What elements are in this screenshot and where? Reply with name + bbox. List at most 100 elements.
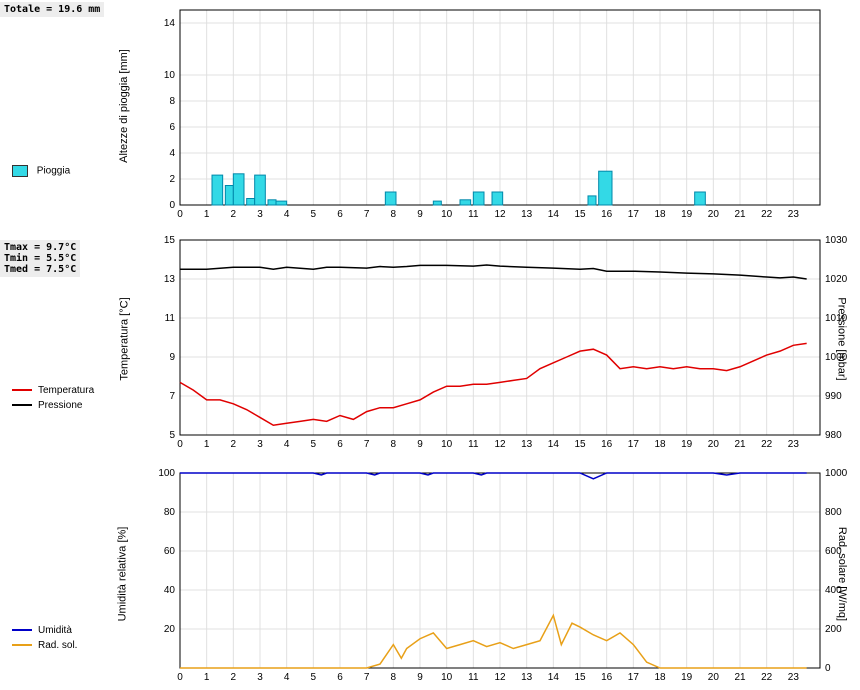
rain-chart: Altezze di pioggia [mm] 0246810140123456… bbox=[155, 5, 835, 223]
svg-text:0: 0 bbox=[177, 439, 183, 450]
svg-text:16: 16 bbox=[601, 439, 613, 450]
svg-text:3: 3 bbox=[257, 439, 263, 450]
svg-text:19: 19 bbox=[681, 439, 693, 450]
svg-text:0: 0 bbox=[177, 672, 183, 683]
temp-stats: Tmax = 9.7°C Tmin = 5.5°C Tmed = 7.5°C bbox=[0, 240, 80, 277]
svg-text:22: 22 bbox=[761, 439, 773, 450]
svg-text:22: 22 bbox=[761, 672, 773, 683]
svg-text:1020: 1020 bbox=[825, 274, 848, 285]
svg-text:8: 8 bbox=[391, 672, 397, 683]
svg-text:19: 19 bbox=[681, 672, 693, 683]
rad-y-label-right: Rad. solare [W/mq] bbox=[836, 527, 848, 621]
svg-text:22: 22 bbox=[761, 209, 773, 220]
svg-text:18: 18 bbox=[654, 209, 666, 220]
svg-text:6: 6 bbox=[337, 439, 343, 450]
rad-legend-label: Rad. sol. bbox=[38, 640, 77, 651]
svg-text:2: 2 bbox=[231, 672, 237, 683]
press-legend-label: Pressione bbox=[38, 400, 82, 411]
svg-text:10: 10 bbox=[164, 70, 176, 81]
rain-legend-label: Pioggia bbox=[37, 166, 70, 177]
svg-text:15: 15 bbox=[164, 235, 176, 246]
humidity-rad-chart: Umidità relativa [%] Rad. solare [W/mq] … bbox=[155, 468, 855, 688]
svg-text:23: 23 bbox=[788, 439, 800, 450]
svg-text:8: 8 bbox=[169, 96, 175, 107]
svg-text:13: 13 bbox=[521, 209, 533, 220]
svg-text:0: 0 bbox=[825, 663, 831, 674]
svg-text:2: 2 bbox=[231, 439, 237, 450]
svg-text:16: 16 bbox=[601, 672, 613, 683]
svg-text:10: 10 bbox=[441, 209, 453, 220]
svg-text:8: 8 bbox=[391, 439, 397, 450]
svg-text:1: 1 bbox=[204, 672, 210, 683]
rain-y-label: Altezze di pioggia [mm] bbox=[118, 49, 130, 163]
svg-text:3: 3 bbox=[257, 672, 263, 683]
svg-text:17: 17 bbox=[628, 209, 640, 220]
svg-text:20: 20 bbox=[708, 439, 720, 450]
hum-y-label-left: Umidità relativa [%] bbox=[116, 527, 128, 622]
svg-text:17: 17 bbox=[628, 672, 640, 683]
svg-text:4: 4 bbox=[284, 439, 290, 450]
svg-text:7: 7 bbox=[364, 672, 370, 683]
svg-text:14: 14 bbox=[164, 18, 176, 29]
rain-total-label: Totale = 19.6 mm bbox=[0, 2, 104, 17]
svg-text:990: 990 bbox=[825, 391, 842, 402]
press-y-label-right: Pressione [mbar] bbox=[836, 297, 848, 380]
svg-text:12: 12 bbox=[494, 439, 506, 450]
svg-text:12: 12 bbox=[494, 672, 506, 683]
svg-text:7: 7 bbox=[364, 439, 370, 450]
svg-text:100: 100 bbox=[158, 468, 175, 479]
svg-text:9: 9 bbox=[169, 352, 175, 363]
svg-text:1: 1 bbox=[204, 209, 210, 220]
svg-text:10: 10 bbox=[441, 672, 453, 683]
svg-text:2: 2 bbox=[169, 174, 175, 185]
svg-text:2: 2 bbox=[231, 209, 237, 220]
svg-text:980: 980 bbox=[825, 430, 842, 441]
svg-text:11: 11 bbox=[468, 209, 479, 220]
svg-text:18: 18 bbox=[654, 439, 666, 450]
svg-text:6: 6 bbox=[169, 122, 175, 133]
temp-legend-label: Temperatura bbox=[38, 385, 94, 396]
rad-legend-line bbox=[12, 644, 32, 646]
hum-legend-label: Umidità bbox=[38, 625, 72, 636]
svg-text:1030: 1030 bbox=[825, 235, 848, 246]
svg-text:9: 9 bbox=[417, 209, 423, 220]
svg-text:0: 0 bbox=[169, 200, 175, 211]
svg-text:9: 9 bbox=[417, 439, 423, 450]
svg-text:60: 60 bbox=[164, 546, 176, 557]
svg-text:11: 11 bbox=[468, 672, 479, 683]
svg-text:15: 15 bbox=[574, 209, 586, 220]
svg-text:13: 13 bbox=[521, 672, 533, 683]
svg-text:1000: 1000 bbox=[825, 468, 848, 479]
svg-text:23: 23 bbox=[788, 672, 800, 683]
svg-text:800: 800 bbox=[825, 507, 842, 518]
svg-text:21: 21 bbox=[734, 209, 746, 220]
svg-text:17: 17 bbox=[628, 439, 640, 450]
svg-text:4: 4 bbox=[284, 209, 290, 220]
svg-text:10: 10 bbox=[441, 439, 453, 450]
svg-text:15: 15 bbox=[574, 439, 586, 450]
svg-text:11: 11 bbox=[468, 439, 479, 450]
svg-text:14: 14 bbox=[548, 209, 560, 220]
svg-text:80: 80 bbox=[164, 507, 176, 518]
svg-text:9: 9 bbox=[417, 672, 423, 683]
svg-text:21: 21 bbox=[734, 672, 746, 683]
rain-legend-swatch bbox=[12, 165, 28, 177]
svg-text:5: 5 bbox=[311, 439, 317, 450]
svg-text:1: 1 bbox=[204, 439, 210, 450]
temp-legend-line bbox=[12, 389, 32, 391]
svg-text:200: 200 bbox=[825, 624, 842, 635]
svg-text:8: 8 bbox=[391, 209, 397, 220]
svg-text:3: 3 bbox=[257, 209, 263, 220]
svg-text:5: 5 bbox=[311, 209, 317, 220]
svg-text:13: 13 bbox=[521, 439, 533, 450]
svg-text:12: 12 bbox=[494, 209, 506, 220]
svg-text:18: 18 bbox=[654, 672, 666, 683]
svg-text:16: 16 bbox=[601, 209, 613, 220]
svg-text:7: 7 bbox=[364, 209, 370, 220]
svg-text:13: 13 bbox=[164, 274, 176, 285]
svg-text:5: 5 bbox=[169, 430, 175, 441]
temp-y-label-left: Temperatura [°C] bbox=[119, 297, 131, 380]
svg-text:6: 6 bbox=[337, 209, 343, 220]
temp-press-chart: Temperatura [°C] Pressione [mbar] 579111… bbox=[155, 235, 855, 455]
svg-text:40: 40 bbox=[164, 585, 176, 596]
